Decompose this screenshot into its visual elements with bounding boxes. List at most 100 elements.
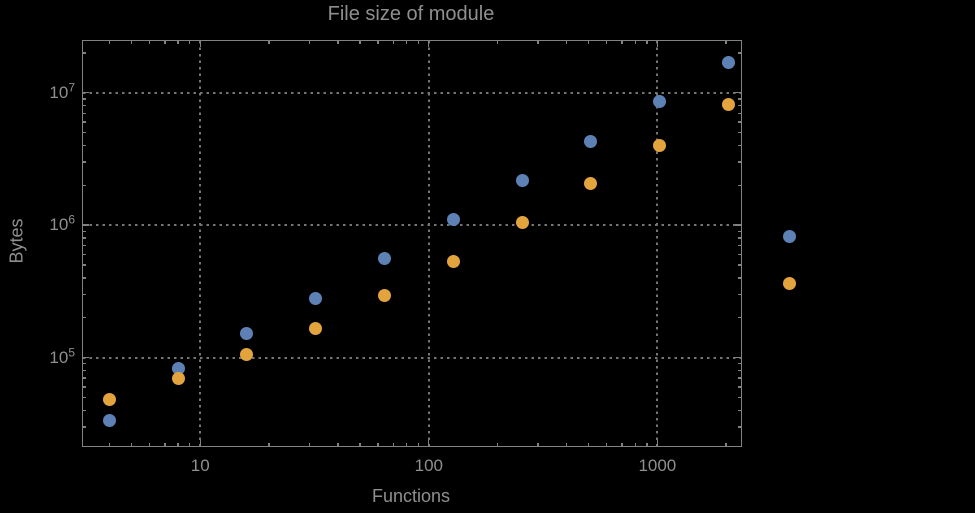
x-axis-label: Functions xyxy=(371,486,451,506)
y-tick-label: 106 xyxy=(49,212,75,235)
y-tick xyxy=(83,362,87,365)
x-tick xyxy=(496,41,499,45)
y-tick xyxy=(735,356,741,359)
x-tick xyxy=(417,442,420,446)
x-tick xyxy=(189,41,191,45)
chart-title: File size of module xyxy=(327,3,495,25)
x-tick xyxy=(199,440,201,446)
plot-area: 10 100 1000 105 106 107 xyxy=(49,40,797,475)
x-tick-label: 100 xyxy=(414,456,443,475)
x-tick xyxy=(605,41,608,45)
data-point xyxy=(584,177,598,191)
x-tick-label: 10 xyxy=(190,456,210,475)
y-tick-label: 105 xyxy=(49,344,75,367)
x-tick xyxy=(377,442,379,446)
y-tick xyxy=(737,362,741,365)
x-tick xyxy=(656,41,659,47)
x-tick xyxy=(417,41,420,45)
x-tick xyxy=(428,41,430,47)
y-tick xyxy=(83,317,87,319)
x-tick xyxy=(725,41,727,45)
x-tick xyxy=(392,442,395,446)
x-tick xyxy=(199,41,201,47)
data-point xyxy=(653,138,667,152)
data-point xyxy=(515,216,529,230)
y-tick xyxy=(737,253,741,256)
y-tick xyxy=(737,230,741,232)
x-tick xyxy=(164,41,166,45)
y-tick xyxy=(737,426,741,428)
h-gridline xyxy=(83,356,741,359)
y-tick xyxy=(737,409,741,411)
y-tick xyxy=(83,98,87,100)
y-tick xyxy=(735,224,741,226)
data-point xyxy=(722,55,736,69)
y-tick xyxy=(83,264,87,266)
x-tick xyxy=(565,442,568,446)
y-tick xyxy=(737,98,741,100)
x-tick-label: 1000 xyxy=(638,456,677,475)
y-tick xyxy=(83,131,87,134)
y-tick xyxy=(83,237,87,239)
y-tick xyxy=(83,144,87,147)
y-tick xyxy=(737,369,741,372)
x-tick xyxy=(108,442,110,446)
x-tick xyxy=(308,41,310,45)
y-tick xyxy=(83,224,89,226)
v-gridline xyxy=(199,41,202,446)
x-tick xyxy=(130,442,133,446)
y-tick xyxy=(737,317,741,319)
y-tick xyxy=(737,121,741,123)
x-tick xyxy=(646,442,648,446)
data-point xyxy=(309,291,323,305)
x-tick xyxy=(177,442,179,446)
data-point xyxy=(171,361,185,375)
y-tick xyxy=(83,396,87,399)
data-point xyxy=(240,327,254,341)
x-tick xyxy=(537,442,539,446)
x-tick xyxy=(359,442,361,446)
y-tick xyxy=(737,244,741,247)
data-point xyxy=(102,413,116,427)
y-tick xyxy=(83,52,87,54)
x-tick xyxy=(605,442,608,446)
x-tick xyxy=(537,41,539,45)
data-point xyxy=(309,321,323,335)
y-tick xyxy=(737,52,741,54)
y-tick xyxy=(737,377,741,379)
y-axis-label: Bytes xyxy=(6,218,27,264)
data-point xyxy=(653,94,667,108)
y-tick xyxy=(83,92,89,94)
data-point xyxy=(171,371,185,385)
x-tick xyxy=(392,41,395,45)
x-tick xyxy=(405,442,408,446)
y-tick xyxy=(737,386,741,388)
y-tick xyxy=(83,104,87,107)
y-tick xyxy=(83,409,87,411)
data-point xyxy=(240,348,254,362)
x-tick xyxy=(428,440,430,446)
x-tick xyxy=(148,41,151,45)
x-tick xyxy=(587,442,590,446)
data-point xyxy=(515,173,529,187)
x-tick xyxy=(189,442,191,446)
x-tick xyxy=(565,41,568,45)
y-tick xyxy=(735,92,741,94)
y-tick-label: 107 xyxy=(49,80,75,102)
y-tick xyxy=(83,253,87,256)
x-tick xyxy=(587,41,590,45)
x-tick xyxy=(108,41,110,45)
x-tick xyxy=(621,442,623,446)
y-tick xyxy=(83,386,87,388)
y-tick xyxy=(737,293,741,296)
x-tick xyxy=(377,41,379,45)
data-point xyxy=(446,212,460,226)
h-gridline xyxy=(83,224,741,227)
data-point xyxy=(783,230,797,244)
y-tick xyxy=(737,237,741,239)
y-tick xyxy=(737,396,741,399)
y-tick xyxy=(83,426,87,428)
y-tick xyxy=(83,112,87,114)
x-tick xyxy=(646,41,648,45)
